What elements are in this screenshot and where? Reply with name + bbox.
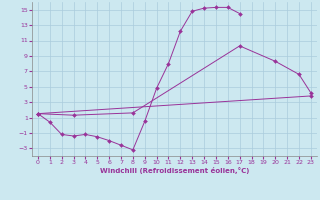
- X-axis label: Windchill (Refroidissement éolien,°C): Windchill (Refroidissement éolien,°C): [100, 167, 249, 174]
